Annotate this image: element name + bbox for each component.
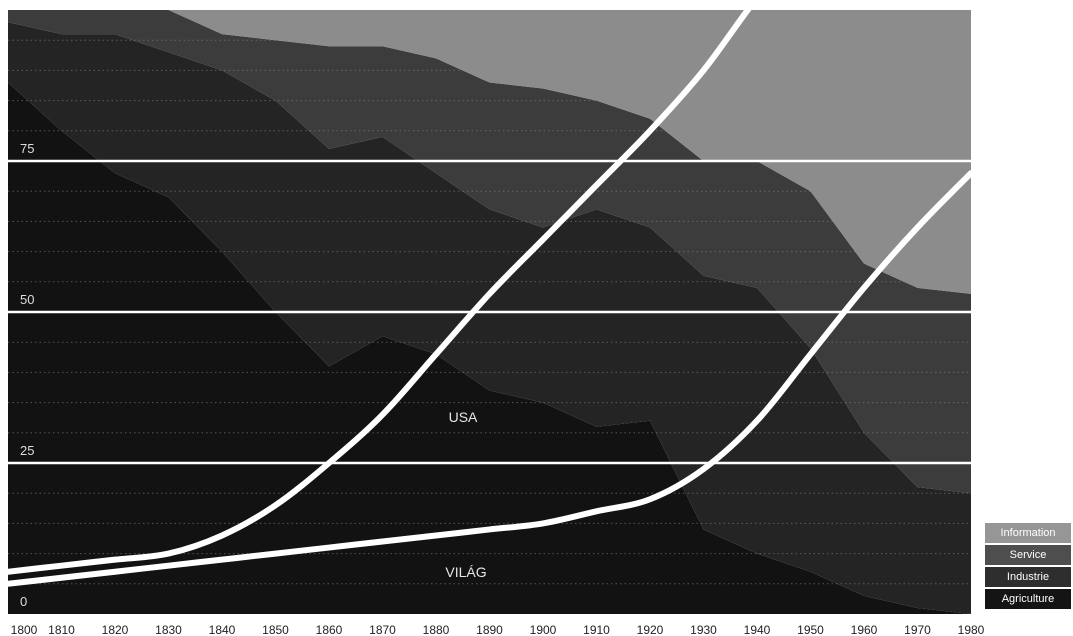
x-tick-label-1960: 1960 xyxy=(851,623,878,636)
x-tick-label-1910: 1910 xyxy=(583,623,610,636)
line-usa xyxy=(8,10,752,575)
dotted-gridlines xyxy=(8,39,971,585)
x-tick-label-1850: 1850 xyxy=(262,623,289,636)
x-tick-label-1970: 1970 xyxy=(904,623,931,636)
y-tick-label-75: 75 xyxy=(20,141,34,156)
x-tick-label-1840: 1840 xyxy=(209,623,236,636)
y-tick-label-25: 25 xyxy=(20,443,34,458)
area-industrie xyxy=(8,22,971,614)
y-axis-labels: 0 25 50 75 xyxy=(20,141,34,609)
line-vilag xyxy=(8,170,971,587)
trend-lines xyxy=(8,10,971,587)
series-label-vilag: VILÁG xyxy=(445,564,486,580)
x-tick-label-1830: 1830 xyxy=(155,623,182,636)
y-tick-label-0: 0 xyxy=(20,594,27,609)
major-gridlines xyxy=(8,159,971,465)
x-tick-label-1920: 1920 xyxy=(637,623,664,636)
area-information xyxy=(8,10,971,294)
x-tick-label-1810: 1810 xyxy=(48,623,75,636)
x-tick-label-1870: 1870 xyxy=(369,623,396,636)
x-tick-label-1860: 1860 xyxy=(316,623,343,636)
x-tick-label-1980: 1980 xyxy=(958,623,985,636)
x-tick-label-1800: 1800 xyxy=(11,623,38,636)
x-tick-label-1820: 1820 xyxy=(102,623,129,636)
x-tick-label-1940: 1940 xyxy=(744,623,771,636)
x-axis-labels: 1800 1810 1820 1830 1840 1850 1860 1870 1880 1890… xyxy=(11,623,985,636)
x-tick-label-1880: 1880 xyxy=(423,623,450,636)
x-tick-label-1930: 1930 xyxy=(690,623,717,636)
legend-item-information: Information xyxy=(985,523,1071,543)
series-label-usa: USA xyxy=(449,409,478,425)
x-tick-label-1890: 1890 xyxy=(476,623,503,636)
y-tick-label-50: 50 xyxy=(20,292,34,307)
x-tick-label-1900: 1900 xyxy=(530,623,557,636)
x-tick-label-1950: 1950 xyxy=(797,623,824,636)
legend-item-agriculture: Agriculture xyxy=(985,589,1071,609)
legend-item-service: Service xyxy=(985,545,1071,565)
legend-item-industrie: Industrie xyxy=(985,567,1071,587)
area-agriculture xyxy=(8,82,971,615)
